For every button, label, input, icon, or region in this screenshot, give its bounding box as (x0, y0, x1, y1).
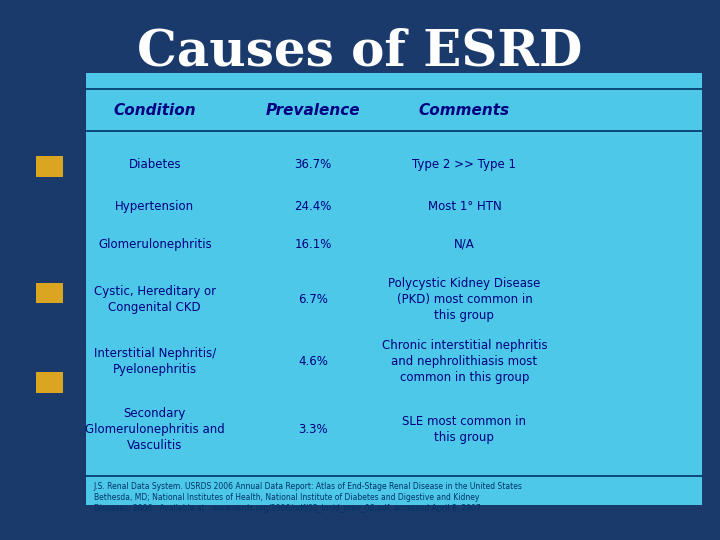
Text: J.S. Renal Data System. USRDS 2006 Annual Data Report: Atlas of End-Stage Renal : J.S. Renal Data System. USRDS 2006 Annua… (94, 482, 523, 513)
Text: Cystic, Hereditary or
Congenital CKD: Cystic, Hereditary or Congenital CKD (94, 285, 216, 314)
Text: N/A: N/A (454, 238, 474, 251)
Text: Most 1° HTN: Most 1° HTN (428, 200, 501, 213)
Text: Chronic interstitial nephritis
and nephrolithiasis most
common in this group: Chronic interstitial nephritis and nephr… (382, 339, 547, 384)
Text: Prevalence: Prevalence (266, 103, 361, 118)
Text: 4.6%: 4.6% (298, 355, 328, 368)
Text: 24.4%: 24.4% (294, 200, 332, 213)
Text: Secondary
Glomerulonephritis and
Vasculitis: Secondary Glomerulonephritis and Vasculi… (85, 407, 225, 452)
Text: Polycystic Kidney Disease
(PKD) most common in
this group: Polycystic Kidney Disease (PKD) most com… (388, 277, 541, 322)
Text: Hypertension: Hypertension (115, 200, 194, 213)
FancyBboxPatch shape (36, 372, 63, 393)
Text: Diabetes: Diabetes (128, 158, 181, 171)
Text: Comments: Comments (419, 103, 510, 118)
Text: 3.3%: 3.3% (298, 423, 328, 436)
Text: Condition: Condition (114, 103, 196, 118)
Text: 6.7%: 6.7% (298, 293, 328, 306)
Text: Interstitial Nephritis/
Pyelonephritis: Interstitial Nephritis/ Pyelonephritis (94, 347, 216, 376)
Text: 16.1%: 16.1% (294, 238, 332, 251)
FancyBboxPatch shape (36, 283, 63, 303)
FancyBboxPatch shape (86, 73, 702, 505)
Text: 36.7%: 36.7% (294, 158, 332, 171)
Text: Causes of ESRD: Causes of ESRD (138, 27, 582, 76)
Text: Glomerulonephritis: Glomerulonephritis (98, 238, 212, 251)
FancyBboxPatch shape (36, 156, 63, 177)
Text: Type 2 >> Type 1: Type 2 >> Type 1 (413, 158, 516, 171)
Text: SLE most common in
this group: SLE most common in this group (402, 415, 526, 444)
